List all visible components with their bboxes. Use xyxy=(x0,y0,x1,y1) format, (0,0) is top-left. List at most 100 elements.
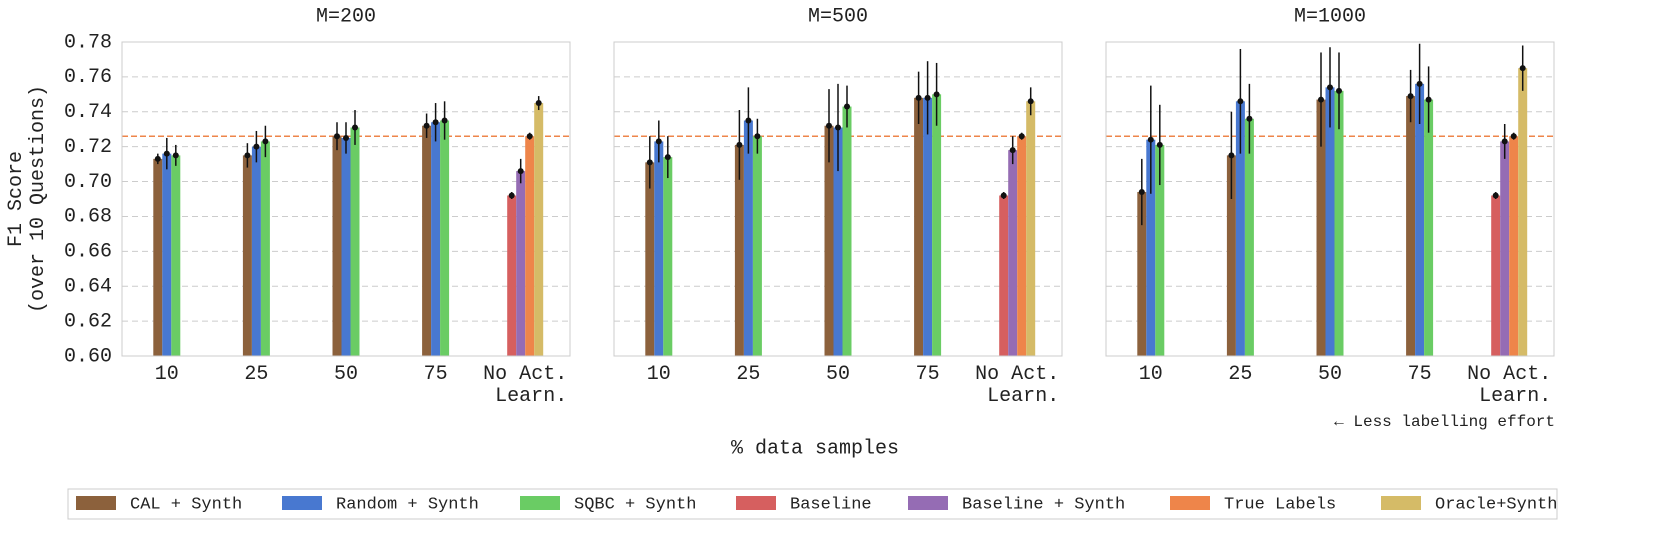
bar xyxy=(999,195,1009,356)
bar xyxy=(743,120,753,356)
mean-dot xyxy=(423,122,430,129)
bar xyxy=(422,125,432,356)
mean-dot xyxy=(1318,96,1324,103)
bar xyxy=(153,158,163,356)
bar xyxy=(534,103,544,356)
mean-dot xyxy=(1425,96,1432,103)
legend-swatch xyxy=(736,496,776,510)
bar xyxy=(1146,139,1156,356)
mean-dot xyxy=(1147,136,1154,143)
y-tick-label: 0.68 xyxy=(64,206,112,229)
bar xyxy=(507,195,517,356)
mean-dot xyxy=(517,168,524,175)
mean-dot xyxy=(154,155,161,162)
mean-dot xyxy=(1156,141,1163,148)
y-tick-label: 0.60 xyxy=(64,345,112,368)
mean-dot xyxy=(664,154,671,161)
x-tick-label: No Act. Learn. xyxy=(975,363,1060,408)
x-tick-label: 75 xyxy=(423,363,448,386)
subplot-title: M=200 xyxy=(316,5,376,28)
mean-dot xyxy=(924,94,931,101)
bar xyxy=(431,122,441,356)
bar xyxy=(171,155,181,356)
bar xyxy=(752,136,762,356)
bar xyxy=(1406,96,1416,357)
bar xyxy=(1316,99,1326,357)
mean-dot xyxy=(1009,147,1016,154)
mean-dot xyxy=(826,122,832,129)
mean-dot xyxy=(1138,189,1145,196)
mean-dot xyxy=(844,103,850,110)
mean-dot xyxy=(432,119,439,126)
legend-label: Oracle+Synth xyxy=(1435,495,1557,514)
y-tick-label: 0.70 xyxy=(64,171,112,194)
bar xyxy=(341,137,351,356)
x-tick-label: 10 xyxy=(1138,363,1163,386)
y-tick-label: 0.64 xyxy=(64,276,112,299)
annotation: ← Less labelling effort xyxy=(1334,413,1555,431)
subplot-title: M=1000 xyxy=(1294,5,1366,28)
mean-dot xyxy=(1407,93,1414,100)
mean-dot xyxy=(1000,192,1007,199)
mean-dot xyxy=(334,133,340,140)
bar xyxy=(1155,144,1165,356)
bar xyxy=(654,141,664,356)
bar xyxy=(1244,118,1254,356)
mean-dot xyxy=(1237,98,1244,105)
mean-dot xyxy=(508,192,515,199)
mean-dot xyxy=(535,100,542,107)
mean-dot xyxy=(736,141,743,148)
mean-dot xyxy=(835,124,841,131)
y-tick-label: 0.76 xyxy=(64,66,112,89)
legend-label: CAL + Synth xyxy=(130,495,242,514)
bar xyxy=(1235,101,1245,356)
mean-dot xyxy=(244,152,251,159)
bar xyxy=(1415,83,1425,356)
x-tick-label: 75 xyxy=(915,363,940,386)
bar xyxy=(824,125,834,356)
x-tick-label: 25 xyxy=(244,363,269,386)
bar xyxy=(1137,192,1147,356)
bar xyxy=(645,162,655,356)
bar xyxy=(1518,68,1528,357)
bar xyxy=(350,127,360,356)
x-tick-label: 75 xyxy=(1407,363,1432,386)
mean-dot xyxy=(1018,133,1025,140)
y-axis-label: F1 Score (over 10 Questions) xyxy=(5,84,50,314)
mean-dot xyxy=(1327,84,1333,91)
bar xyxy=(242,155,252,356)
x-tick-label: 25 xyxy=(736,363,761,386)
plot-frame xyxy=(1105,41,1555,357)
mean-dot xyxy=(915,94,922,101)
bar xyxy=(1334,90,1344,356)
legend-label: True Labels xyxy=(1224,495,1336,514)
y-tick-label: 0.74 xyxy=(64,101,112,124)
bar xyxy=(1026,101,1036,356)
bar xyxy=(1509,136,1519,356)
bar xyxy=(833,127,843,356)
y-tick-label: 0.62 xyxy=(64,310,112,333)
legend-swatch xyxy=(1170,496,1210,510)
legend-swatch xyxy=(520,496,560,510)
bar xyxy=(1017,136,1027,356)
mean-dot xyxy=(655,138,662,145)
bar xyxy=(516,171,526,356)
x-tick-label: 50 xyxy=(1317,363,1343,386)
x-tick-label: 50 xyxy=(825,363,851,386)
bar xyxy=(440,120,450,356)
y-tick-label: 0.66 xyxy=(64,241,112,264)
bar xyxy=(1226,155,1236,356)
y-tick-label: 0.78 xyxy=(64,31,112,54)
mean-dot xyxy=(441,117,448,124)
bar xyxy=(1325,87,1335,356)
mean-dot xyxy=(1027,98,1034,105)
mean-dot xyxy=(646,159,653,166)
bar xyxy=(251,146,261,356)
mean-dot xyxy=(1492,192,1499,199)
bar xyxy=(663,157,673,356)
mean-dot xyxy=(526,133,533,140)
legend-swatch xyxy=(1381,496,1421,510)
bar xyxy=(162,153,172,356)
mean-dot xyxy=(253,143,260,150)
